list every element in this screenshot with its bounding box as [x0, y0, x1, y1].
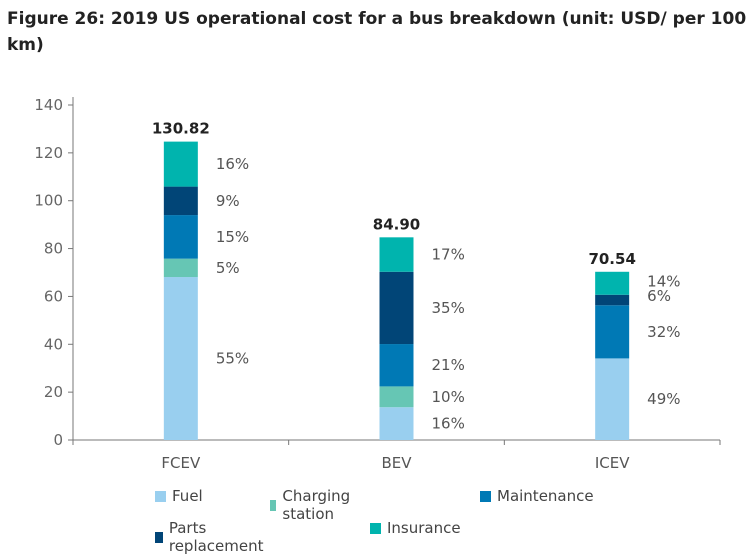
legend-label: Fuel	[172, 487, 203, 505]
legend-swatch	[270, 499, 277, 511]
data-label: 21%	[432, 356, 465, 374]
legend-label: Charging station	[282, 487, 351, 523]
legend-item: Maintenance	[480, 487, 594, 505]
data-label: 14%	[647, 272, 680, 290]
bar-segment-insurance	[595, 271, 630, 295]
legend-swatch	[155, 490, 166, 502]
y-tick-label: 20	[44, 383, 63, 401]
legend-item: Charging station	[270, 487, 355, 523]
data-label: 15%	[216, 228, 249, 246]
data-label: 9%	[216, 192, 240, 210]
legend-swatch	[155, 531, 163, 543]
bar-segment-charging-station	[379, 386, 414, 408]
legend-swatch	[480, 490, 491, 502]
legend-item: Fuel	[155, 487, 203, 505]
bar-segment-insurance	[163, 141, 198, 187]
y-tick-label: 0	[53, 431, 63, 449]
y-tick-label: 120	[34, 144, 63, 162]
legend-swatch	[370, 522, 381, 534]
data-label: 17%	[432, 246, 465, 264]
legend-label: Parts replacement	[168, 519, 264, 555]
legend-item: Insurance	[370, 519, 461, 537]
data-label: 35%	[432, 299, 465, 317]
bar-segment-parts-replacement	[379, 271, 414, 345]
data-label: 55%	[216, 350, 249, 368]
bar-segment-parts-replacement	[163, 186, 198, 216]
data-label: 16%	[432, 415, 465, 433]
y-tick-label: 140	[34, 96, 63, 114]
legend-label: Insurance	[387, 519, 461, 537]
data-label: 5%	[216, 259, 240, 277]
y-tick-label: 80	[44, 240, 63, 258]
total-label: 130.82	[152, 120, 210, 138]
bar-segment-maintenance	[379, 344, 414, 387]
x-tick-label: FCEV	[161, 454, 201, 472]
bar-segment-charging-station	[163, 258, 198, 278]
bar-segment-fuel	[379, 407, 414, 440]
bar-segment-fuel	[163, 277, 198, 440]
data-label: 16%	[216, 155, 249, 173]
total-label: 84.90	[373, 215, 420, 233]
y-tick-label: 40	[44, 335, 63, 353]
total-label: 70.54	[588, 250, 635, 268]
bar-segment-maintenance	[595, 305, 630, 359]
y-tick-label: 100	[34, 192, 63, 210]
data-label: 49%	[647, 390, 680, 408]
bar-segment-fuel	[595, 358, 630, 440]
bar-segment-insurance	[379, 237, 414, 272]
legend-label: Maintenance	[497, 487, 594, 505]
x-tick-label: ICEV	[595, 454, 630, 472]
x-tick-label: BEV	[381, 454, 412, 472]
data-label: 6%	[647, 287, 671, 305]
bar-segment-maintenance	[163, 215, 198, 259]
legend-item: Parts replacement	[155, 519, 267, 555]
data-label: 32%	[647, 323, 680, 341]
data-label: 10%	[432, 388, 465, 406]
bar-segment-parts-replacement	[595, 294, 630, 306]
chart-title: Figure 26: 2019 US operational cost for …	[7, 9, 747, 55]
y-tick-label: 60	[44, 287, 63, 305]
